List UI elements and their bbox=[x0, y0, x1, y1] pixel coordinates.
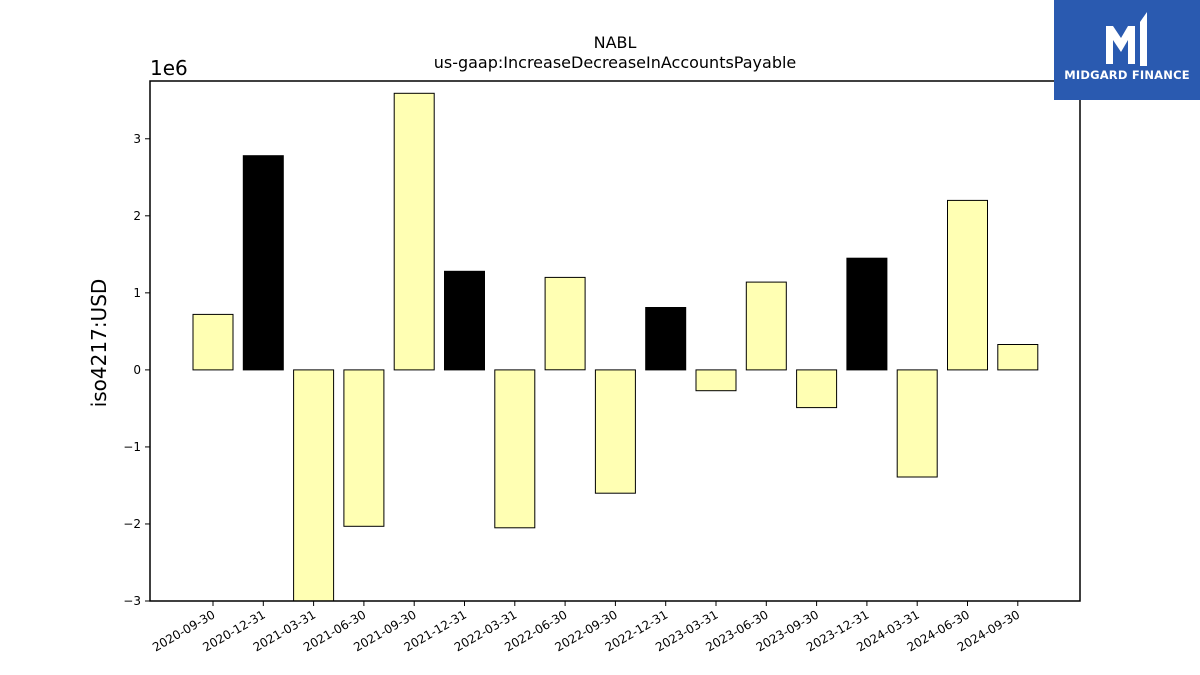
midgard-finance-logo: MIDGARD FINANCE bbox=[1054, 0, 1200, 100]
bar-2021-06-30 bbox=[343, 369, 385, 527]
y-tick-label: 1 bbox=[133, 286, 141, 300]
bar-2024-06-30 bbox=[947, 199, 988, 371]
bar-2023-09-30 bbox=[796, 369, 838, 409]
bar-2022-03-31 bbox=[494, 369, 536, 529]
y-tick-label: 2 bbox=[133, 209, 141, 223]
y-offset-label: 1e6 bbox=[150, 56, 188, 80]
bars-group bbox=[192, 92, 1039, 602]
logo-text: MIDGARD FINANCE bbox=[1064, 68, 1190, 82]
y-tick-label: 0 bbox=[133, 363, 141, 377]
bar-2021-12-31 bbox=[444, 270, 485, 371]
bar-2023-06-30 bbox=[745, 281, 787, 371]
bar-2022-12-31 bbox=[645, 307, 687, 371]
bar-2021-09-30 bbox=[393, 92, 435, 371]
bar-2020-12-31 bbox=[242, 155, 284, 371]
y-ticks-group: −3 −2 −1 0 1 2 3 bbox=[123, 132, 150, 608]
chart-subtitle: us-gaap:IncreaseDecreaseInAccountsPayabl… bbox=[434, 53, 797, 72]
bar-2020-09-30 bbox=[192, 313, 234, 371]
chart-title: NABL bbox=[594, 33, 637, 52]
bar-2022-06-30 bbox=[544, 276, 586, 371]
y-tick-label: −1 bbox=[123, 440, 141, 454]
bar-2023-03-31 bbox=[695, 369, 737, 392]
y-axis-label: iso4217:USD bbox=[87, 279, 111, 408]
bar-2023-12-31 bbox=[846, 257, 888, 371]
bar-2024-09-30 bbox=[997, 344, 1039, 371]
bar-2022-09-30 bbox=[594, 369, 636, 494]
y-tick-label: 3 bbox=[133, 132, 141, 146]
y-tick-label: −2 bbox=[123, 517, 141, 531]
plot-frame bbox=[149, 80, 1081, 602]
bar-2024-03-31 bbox=[896, 369, 938, 478]
midgard-logo-icon bbox=[1106, 12, 1147, 66]
y-tick-label: −3 bbox=[123, 594, 141, 608]
bar-2021-03-31 bbox=[293, 369, 335, 602]
x-ticks-group: 2020-09-302020-12-312021-03-312021-06-30… bbox=[150, 601, 1022, 654]
